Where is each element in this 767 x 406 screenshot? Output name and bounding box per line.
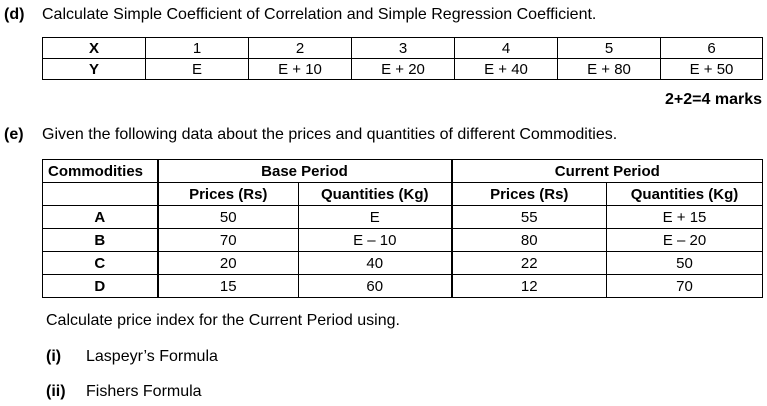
y-value-cell: E + 10: [248, 58, 352, 80]
table-row: D 15 60 12 70: [42, 274, 764, 298]
current-price-cell: 55: [450, 205, 607, 229]
table-row-x: X 1 2 3 4 5 6: [42, 37, 763, 59]
question-d-text: Calculate Simple Coefficient of Correlat…: [42, 6, 597, 23]
table-row: B 70 E – 10 80 E – 20: [42, 228, 764, 252]
question-d: (d) Calculate Simple Coefficient of Corre…: [4, 5, 596, 25]
table-row: A 50 E 55 E + 15: [42, 205, 764, 229]
table-row: C 20 40 22 50: [42, 251, 764, 275]
question-e-label: (e): [4, 126, 24, 143]
base-price-cell: 70: [156, 228, 299, 252]
x-value-cell: 3: [351, 37, 455, 59]
x-value-cell: 5: [557, 37, 661, 59]
current-qty-cell: E + 15: [605, 205, 764, 229]
sub-item-i-label: (i): [46, 348, 62, 365]
base-prices-header: Prices (Rs): [156, 182, 299, 206]
x-value-cell: 6: [660, 37, 763, 59]
table-header-row: Commodities Base Period Current Period: [42, 159, 764, 183]
y-label-cell: Y: [42, 58, 146, 80]
commodity-cell: A: [42, 205, 158, 229]
y-value-cell: E + 80: [557, 58, 661, 80]
price-index-table: Commodities Base Period Current Period P…: [42, 159, 764, 298]
sub-item-i-text: Laspeyr’s Formula: [86, 348, 218, 365]
correlation-table: X 1 2 3 4 5 6 Y E E + 10 E + 20 E + 40 E…: [42, 37, 763, 80]
table-row-y: Y E E + 10 E + 20 E + 40 E + 80 E + 50: [42, 58, 763, 80]
commodity-cell: D: [42, 274, 158, 298]
x-value-cell: 1: [145, 37, 249, 59]
base-qty-cell: E – 10: [298, 228, 452, 252]
sub-item-ii-text: Fishers Formula: [86, 383, 202, 400]
base-price-cell: 50: [156, 205, 299, 229]
question-e-text: Given the following data about the price…: [42, 126, 618, 143]
commodity-cell: B: [42, 228, 158, 252]
current-period-header: Current Period: [450, 159, 764, 183]
current-qty-cell: 50: [605, 251, 764, 275]
base-quantities-header: Quantities (Kg): [298, 182, 452, 206]
commodity-cell: C: [42, 251, 158, 275]
question-d-label: (d): [4, 6, 25, 23]
base-qty-cell: 60: [298, 274, 452, 298]
commodities-header: Commodities: [42, 159, 158, 183]
base-qty-cell: E: [298, 205, 452, 229]
current-price-cell: 22: [450, 251, 607, 275]
y-value-cell: E: [145, 58, 249, 80]
table-subheader-row: Prices (Rs) Quantities (Kg) Prices (Rs) …: [42, 182, 764, 206]
current-quantities-header: Quantities (Kg): [605, 182, 764, 206]
y-value-cell: E + 50: [660, 58, 763, 80]
current-qty-cell: E – 20: [605, 228, 764, 252]
base-price-cell: 15: [156, 274, 299, 298]
marks-d: 2+2=4 marks: [665, 91, 762, 108]
current-price-cell: 12: [450, 274, 607, 298]
base-qty-cell: 40: [298, 251, 452, 275]
base-period-header: Base Period: [156, 159, 452, 183]
sub-item-ii: (ii) Fishers Formula: [46, 382, 202, 402]
current-qty-cell: 70: [605, 274, 764, 298]
sub-item-ii-label: (ii): [46, 383, 66, 400]
question-e: (e) Given the following data about the pr…: [4, 125, 617, 145]
instruction-text: Calculate price index for the Current Pe…: [46, 312, 400, 329]
base-price-cell: 20: [156, 251, 299, 275]
y-value-cell: E + 40: [454, 58, 558, 80]
empty-cell: [42, 182, 158, 206]
current-price-cell: 80: [450, 228, 607, 252]
sub-item-i: (i) Laspeyr’s Formula: [46, 347, 218, 367]
x-value-cell: 2: [248, 37, 352, 59]
x-label-cell: X: [42, 37, 146, 59]
current-prices-header: Prices (Rs): [450, 182, 607, 206]
y-value-cell: E + 20: [351, 58, 455, 80]
x-value-cell: 4: [454, 37, 558, 59]
